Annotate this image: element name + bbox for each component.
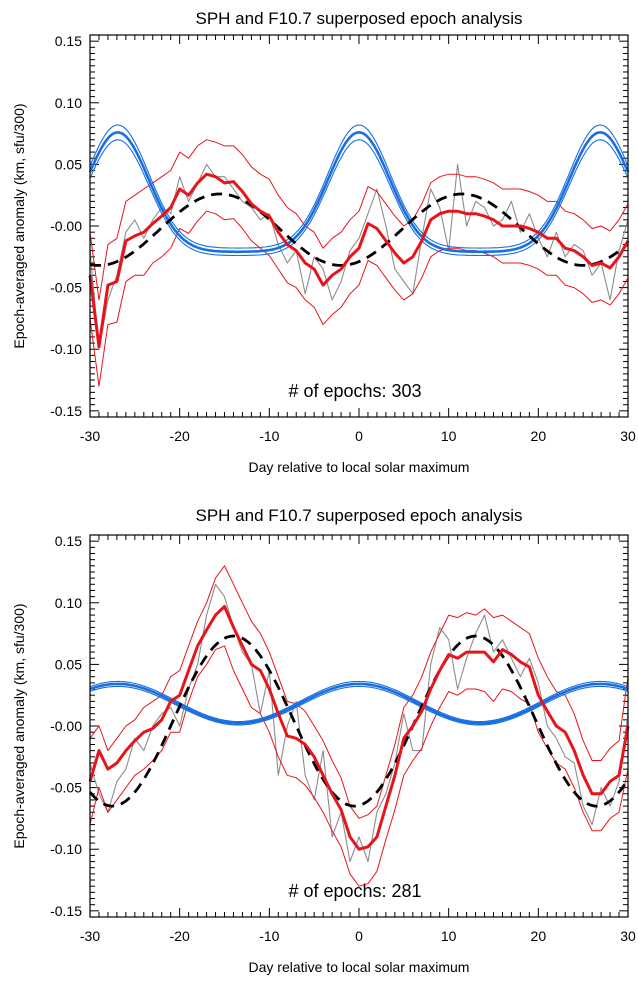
plot-frame: [89, 534, 629, 918]
x-tick-label: -30: [80, 928, 100, 944]
series-line-fit: [89, 192, 629, 267]
series-line-upper: [89, 139, 629, 301]
y-tick-label: -0.15: [50, 403, 82, 419]
x-tick-label: 20: [531, 928, 547, 944]
x-tick-label: 0: [355, 928, 363, 944]
x-tick-label: -20: [170, 428, 190, 444]
x-tick-label: -10: [259, 428, 279, 444]
ticks-group: [89, 535, 629, 917]
y-tick-label: -0.05: [50, 280, 82, 296]
series-line-fit: [88, 634, 630, 808]
plot-frame: [89, 34, 629, 418]
tick-labels-group: -30 -20 -10 0 10 20 30 0.15 0.10 0.05 -0.00 -0.05 -0…: [50, 33, 636, 444]
curves-group: [88, 565, 630, 887]
x-tick-label: 0: [355, 428, 363, 444]
y-tick-label: -0.00: [50, 218, 82, 234]
tick-labels-group: -30 -20 -10 0 10 20 30 0.15 0.10 0.05 -0.00 -0.05 -0…: [50, 533, 636, 944]
series-line-raw: [89, 163, 629, 350]
series-line-lower: [89, 210, 629, 387]
y-tick-label: -0.10: [50, 341, 82, 357]
x-tick-label: -30: [80, 428, 100, 444]
chart-panel-1: SPH and F10.7 superposed epoch analysis …: [11, 9, 636, 475]
chart-title: SPH and F10.7 superposed epoch analysis: [196, 9, 523, 28]
series-line-upper: [89, 565, 629, 819]
series-line-f107-upper: [89, 680, 629, 723]
y-axis-label: Epoch-averaged anomaly (km, sfu/300): [11, 103, 27, 348]
y-tick-label: 0.15: [55, 533, 82, 549]
chart-panel-2: SPH and F10.7 superposed epoch analysis …: [11, 506, 636, 975]
chart-title: SPH and F10.7 superposed epoch analysis: [196, 506, 523, 525]
y-tick-label: -0.00: [50, 718, 82, 734]
series-line-f107: [88, 131, 630, 254]
x-tick-label: 10: [441, 928, 457, 944]
y-tick-label: 0.10: [55, 95, 82, 111]
x-tick-label: 30: [620, 428, 636, 444]
epoch-count-label: # of epochs: 303: [288, 381, 421, 401]
y-tick-label: 0.05: [55, 156, 82, 172]
x-tick-label: 30: [620, 928, 636, 944]
y-axis-label: Epoch-averaged anomaly (km, sfu/300): [11, 603, 27, 848]
x-axis-label: Day relative to local solar maximum: [249, 959, 470, 975]
y-tick-label: 0.15: [55, 33, 82, 49]
x-tick-label: 10: [441, 428, 457, 444]
x-tick-label: -10: [259, 928, 279, 944]
series-line-raw: [89, 583, 629, 863]
series-line-lower: [89, 645, 629, 887]
series-line-f107-lower: [89, 139, 629, 257]
epoch-count-label: # of epochs: 281: [288, 881, 421, 901]
x-axis-label: Day relative to local solar maximum: [249, 459, 470, 475]
y-tick-label: -0.10: [50, 841, 82, 857]
series-line-smoothed: [88, 172, 630, 349]
y-tick-label: -0.15: [50, 903, 82, 919]
series-line-f107-lower: [89, 685, 629, 726]
series-line-smoothed: [88, 605, 630, 851]
ticks-group: [89, 35, 629, 417]
y-tick-label: 0.10: [55, 595, 82, 611]
y-tick-label: 0.05: [55, 656, 82, 672]
x-tick-label: -20: [170, 928, 190, 944]
curves-group: [88, 124, 630, 387]
x-tick-label: 20: [531, 428, 547, 444]
y-tick-label: -0.05: [50, 780, 82, 796]
